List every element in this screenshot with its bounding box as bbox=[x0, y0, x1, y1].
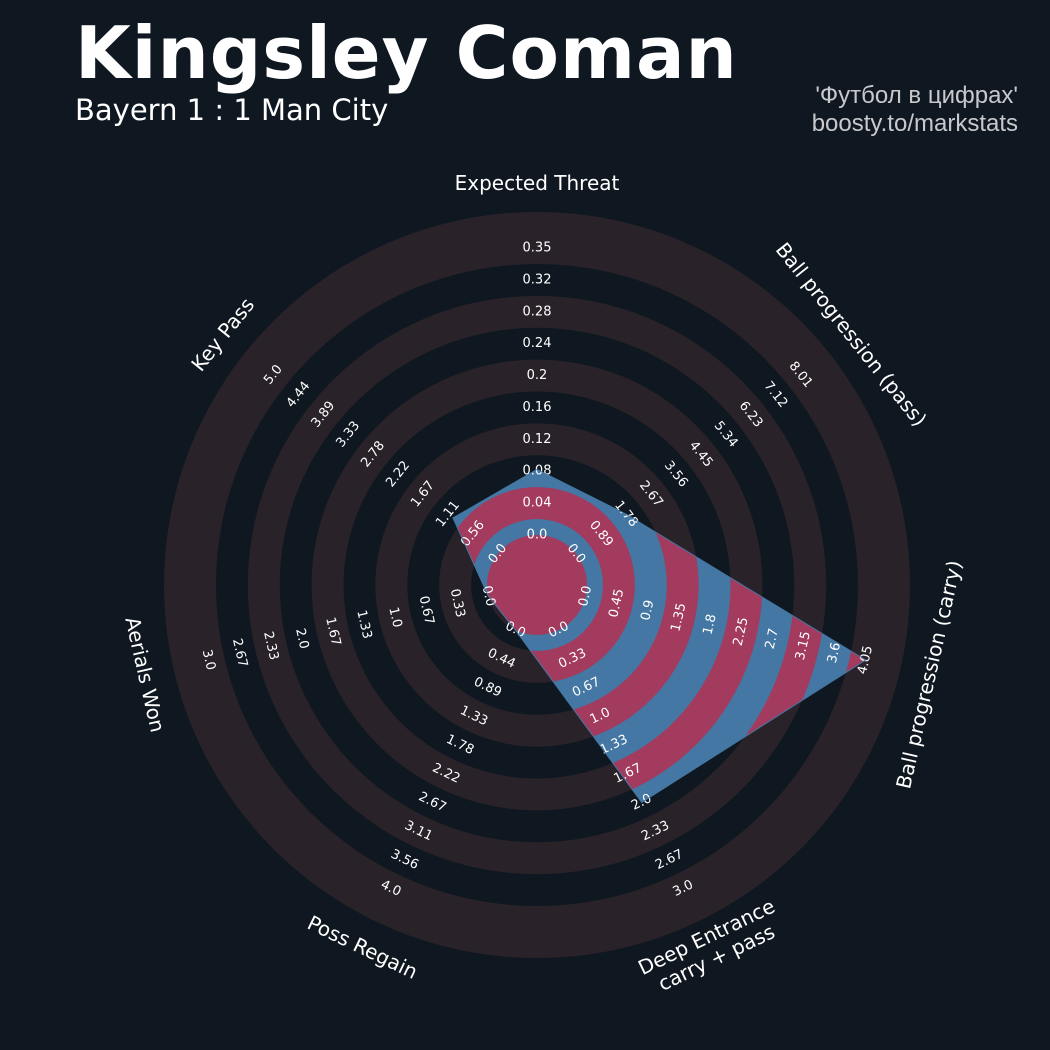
tick-label: 1.33 bbox=[353, 609, 374, 641]
tick-label: 2.7 bbox=[763, 627, 782, 651]
credit-line-1: 'Футбол в цифрах' bbox=[815, 82, 1018, 109]
tick-label: 0.45 bbox=[606, 587, 627, 619]
tick-label: 0.08 bbox=[523, 464, 552, 479]
tick-label: 3.6 bbox=[825, 641, 844, 665]
credit-line-2: boosty.to/markstats bbox=[811, 110, 1018, 138]
page-title: Kingsley Coman bbox=[75, 11, 738, 95]
tick-label: 1.35 bbox=[668, 602, 689, 634]
tick-label: 0.04 bbox=[523, 496, 552, 511]
axis-label: Expected Threat bbox=[455, 171, 620, 195]
match-subtitle: Bayern 1 : 1 Man City bbox=[75, 93, 389, 127]
tick-label: 3.0 bbox=[199, 648, 218, 672]
tick-label: 0.33 bbox=[447, 587, 468, 619]
tick-label: 0.16 bbox=[523, 400, 552, 415]
tick-label: 1.67 bbox=[322, 616, 343, 648]
tick-label: 3.15 bbox=[793, 630, 814, 662]
tick-label: 0.0 bbox=[576, 584, 595, 608]
tick-label: 0.32 bbox=[523, 272, 552, 287]
tick-label: 1.0 bbox=[385, 606, 404, 630]
tick-label: 2.0 bbox=[292, 627, 311, 651]
tick-label: 0.24 bbox=[523, 336, 552, 351]
tick-label: 0.9 bbox=[638, 599, 657, 623]
tick-label: 0.12 bbox=[523, 432, 552, 447]
axis-label-line: Aerials Won bbox=[120, 615, 170, 735]
tick-label: 0.0 bbox=[527, 528, 548, 543]
tick-label: 0.2 bbox=[527, 368, 548, 383]
tick-label: 0.67 bbox=[416, 595, 437, 627]
data-polygon-outline bbox=[452, 468, 867, 804]
tick-label: 2.25 bbox=[731, 616, 752, 648]
tick-label: 1.8 bbox=[700, 613, 719, 637]
axis-label-line: Expected Threat bbox=[455, 171, 620, 195]
polygon-band bbox=[487, 535, 587, 635]
tick-label: 0.28 bbox=[523, 304, 552, 319]
axis-label: Aerials Won bbox=[120, 615, 170, 735]
credit: 'Футбол в цифрах' boosty.to/markstats bbox=[812, 82, 1018, 139]
tick-label: 2.67 bbox=[229, 637, 250, 669]
tick-label: 2.33 bbox=[260, 630, 281, 662]
tick-label: 0.35 bbox=[523, 241, 552, 256]
